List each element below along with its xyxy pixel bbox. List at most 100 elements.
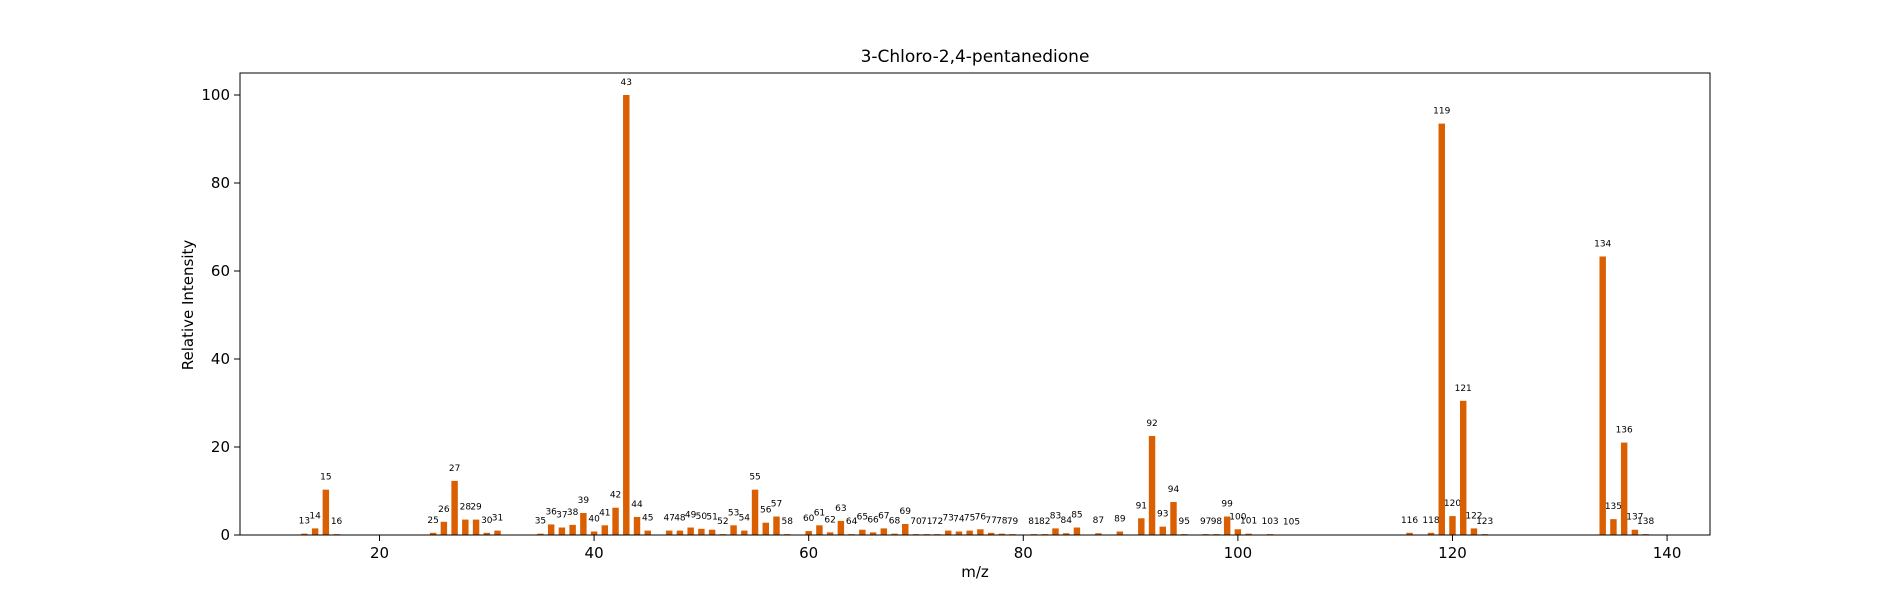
bar-label: 77 xyxy=(985,516,996,526)
bar-label: 57 xyxy=(771,500,782,510)
bar xyxy=(966,530,973,535)
bar-label: 55 xyxy=(749,473,760,483)
chart-title: 3-Chloro-2,4-pentanedione xyxy=(861,47,1090,67)
bar-label: 91 xyxy=(1136,501,1147,511)
bar-label: 41 xyxy=(599,508,610,518)
bar-label: 60 xyxy=(803,514,815,524)
bar xyxy=(698,528,705,535)
bar-label: 61 xyxy=(814,508,825,518)
bar-label: 37 xyxy=(556,511,567,521)
bar xyxy=(977,529,984,535)
bar xyxy=(773,516,780,535)
bar xyxy=(708,529,716,535)
x-axis: 20 40 60 80 100 120 140 xyxy=(370,535,1681,562)
bar xyxy=(462,519,469,535)
bar-label: 138 xyxy=(1637,517,1654,527)
bar-label: 62 xyxy=(824,515,835,525)
bar xyxy=(987,532,995,535)
y-axis: 0 20 40 60 80 100 xyxy=(201,86,240,544)
x-tick-label: 100 xyxy=(1224,544,1253,562)
bar xyxy=(623,95,630,535)
bar xyxy=(1599,256,1606,535)
bar xyxy=(483,532,491,535)
bar-label: 98 xyxy=(1211,517,1223,527)
bar-label: 70 xyxy=(910,517,922,527)
y-tick-label: 20 xyxy=(211,438,230,456)
bar xyxy=(580,513,587,535)
y-tick-label: 40 xyxy=(211,350,230,368)
bar-label: 123 xyxy=(1476,517,1493,527)
bar-label: 35 xyxy=(535,517,546,527)
bar xyxy=(1610,519,1617,535)
y-tick-label: 0 xyxy=(220,526,230,544)
bar xyxy=(944,530,952,535)
bar xyxy=(891,533,898,535)
bar xyxy=(1459,400,1467,535)
bar xyxy=(558,527,566,535)
bar-label: 69 xyxy=(900,507,912,517)
bar-label: 74 xyxy=(953,514,965,524)
bar xyxy=(633,516,641,535)
bar-label: 52 xyxy=(717,517,728,527)
bar-label: 122 xyxy=(1465,511,1482,521)
bar-label: 105 xyxy=(1283,518,1300,528)
bar xyxy=(322,489,330,535)
x-tick-label: 20 xyxy=(370,544,389,562)
bar xyxy=(869,532,877,535)
bar-label: 85 xyxy=(1071,511,1082,521)
bar-label: 67 xyxy=(878,511,889,521)
bar xyxy=(687,527,694,535)
bar xyxy=(1138,518,1145,535)
bar xyxy=(311,528,319,535)
bar-label: 103 xyxy=(1261,517,1278,527)
bar-label: 36 xyxy=(545,507,557,517)
bar xyxy=(826,532,834,535)
bar-label: 43 xyxy=(621,78,632,88)
x-tick-label: 80 xyxy=(1014,544,1033,562)
bar-label: 99 xyxy=(1221,500,1233,510)
bar-label: 54 xyxy=(739,514,751,524)
bar xyxy=(1148,436,1156,535)
bar-label: 64 xyxy=(846,517,858,527)
bar-label: 14 xyxy=(309,511,321,521)
bar xyxy=(590,531,598,535)
bar-label: 84 xyxy=(1060,516,1072,526)
bar-label: 81 xyxy=(1028,517,1039,527)
bar xyxy=(837,520,845,535)
bar-label: 97 xyxy=(1200,517,1211,527)
bar xyxy=(1170,502,1177,535)
bar-label: 28 xyxy=(460,503,472,513)
x-tick-label: 60 xyxy=(799,544,818,562)
bar-label: 71 xyxy=(921,517,932,527)
bar-label: 94 xyxy=(1168,485,1180,495)
bar-label: 89 xyxy=(1114,514,1126,524)
bar xyxy=(816,525,823,535)
bar-label: 83 xyxy=(1050,511,1061,521)
bar xyxy=(751,489,759,535)
y-axis-label: Relative Intensity xyxy=(179,240,197,371)
bar-label: 75 xyxy=(964,514,975,524)
bar-label: 42 xyxy=(610,491,621,501)
bar-label: 73 xyxy=(942,514,953,524)
bar-label: 25 xyxy=(427,516,438,526)
bar-label: 101 xyxy=(1240,517,1257,527)
bar-label: 51 xyxy=(706,513,717,523)
bar-label: 72 xyxy=(932,517,943,527)
x-tick-label: 120 xyxy=(1438,544,1467,562)
bar-label: 30 xyxy=(481,516,493,526)
bar-label: 136 xyxy=(1616,426,1633,436)
bar xyxy=(1223,516,1231,535)
bar-label: 40 xyxy=(588,514,600,524)
bar xyxy=(537,533,544,535)
bar xyxy=(472,519,480,535)
bar xyxy=(1470,528,1478,535)
bar xyxy=(762,522,769,535)
bar xyxy=(676,530,684,535)
bar xyxy=(301,533,308,535)
y-tick-label: 80 xyxy=(211,174,230,192)
bar xyxy=(644,530,651,535)
bar-label: 31 xyxy=(492,514,503,524)
bar-label: 63 xyxy=(835,504,846,514)
bar xyxy=(429,532,437,535)
